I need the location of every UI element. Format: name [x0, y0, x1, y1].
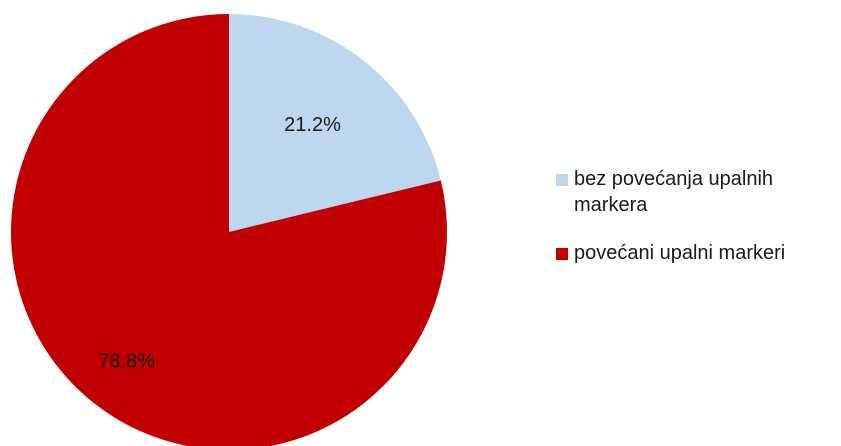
data-label-1: 78.8%	[98, 351, 155, 373]
legend-label-0: bez povećanja upalnih markera	[574, 168, 773, 216]
legend: bez povećanja upalnih markera povećani u…	[556, 166, 836, 288]
legend-swatch-0	[556, 174, 568, 186]
data-label-0: 21.2%	[284, 114, 341, 136]
legend-item-0: bez povećanja upalnih markera	[556, 166, 836, 218]
pie-slices	[11, 14, 447, 446]
legend-swatch-1	[556, 248, 568, 260]
legend-item-1: povećani upalni markeri	[556, 240, 836, 266]
legend-label-1: povećani upalni markeri	[574, 242, 785, 264]
